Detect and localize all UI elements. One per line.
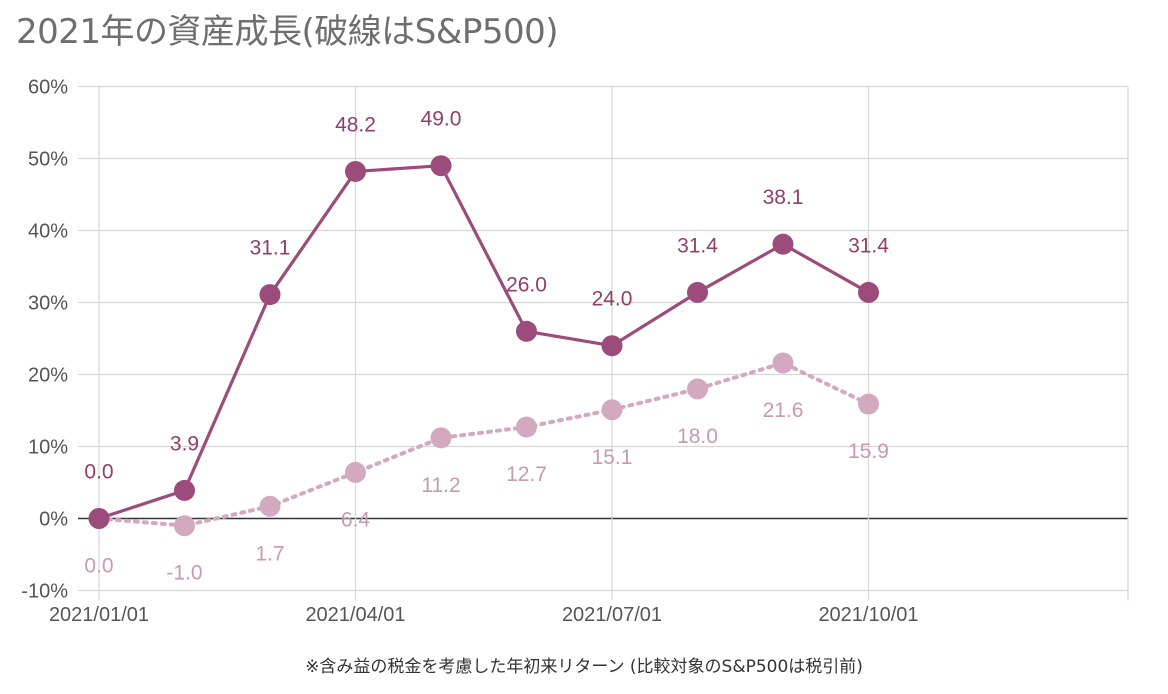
sp500-point <box>259 495 281 517</box>
portfolio-data-label: 24.0 <box>592 288 633 311</box>
y-tick-label: 30% <box>28 293 68 315</box>
portfolio-data-label: 31.4 <box>848 234 889 257</box>
chart-title: 2021年の資産成長(破線はS&P500) <box>16 12 559 52</box>
sp500-data-label: 11.2 <box>421 474 460 497</box>
y-tick-label: -10% <box>21 581 68 603</box>
portfolio-point <box>687 281 708 303</box>
y-tick-label: 20% <box>28 365 68 387</box>
x-tick-label: 2021/07/01 <box>562 604 662 626</box>
x-tick-label: 2021/01/01 <box>49 604 149 626</box>
y-tick-label: 50% <box>28 149 68 171</box>
sp500-point <box>174 515 195 537</box>
portfolio-point <box>430 155 452 177</box>
portfolio-data-label: 38.1 <box>763 186 804 209</box>
y-tick-label: 0% <box>39 509 68 531</box>
y-tick-label: 40% <box>28 221 68 243</box>
portfolio-data-label: 0.0 <box>84 461 113 484</box>
portfolio-point <box>259 284 281 306</box>
portfolio-point <box>601 335 623 357</box>
x-tick-label: 2021/04/01 <box>305 604 405 626</box>
sp500-data-label: 6.4 <box>341 508 371 531</box>
portfolio-point <box>174 479 195 501</box>
footnote: ※含み益の税金を考慮した年初来リターン (比較対象のS&P500は税引前) <box>305 657 863 677</box>
sp500-data-label: 18.0 <box>677 425 718 448</box>
portfolio-data-label: 48.2 <box>335 113 376 136</box>
sp500-data-label: 12.7 <box>506 463 547 486</box>
portfolio-data-label: 31.1 <box>250 237 291 260</box>
portfolio-data-label: 31.4 <box>677 234 718 257</box>
sp500-point <box>601 399 623 421</box>
portfolio-data-label: 3.9 <box>170 432 199 455</box>
sp500-point <box>772 352 794 374</box>
portfolio-data-label: 49.0 <box>421 108 462 131</box>
sp500-line <box>97 360 871 528</box>
axis-labels: 60% 50% 40% 30% 20% 10% 0% -10%2021/01/01 2021/0… <box>21 77 918 627</box>
sp500-point <box>858 393 879 415</box>
sp500-point <box>345 461 366 483</box>
portfolio-point <box>516 320 537 342</box>
y-tick-label: 10% <box>28 437 68 459</box>
sp500-point <box>430 427 452 449</box>
portfolio-point <box>772 233 794 255</box>
sp500-point <box>687 378 708 400</box>
sp500-data-label: 0.0 <box>84 555 113 578</box>
x-tick-label: 2021/10/01 <box>818 604 918 626</box>
sp500-point <box>516 416 537 438</box>
sp500-data-label: -1.0 <box>166 562 202 585</box>
portfolio-point <box>88 508 110 529</box>
y-tick-label: 60% <box>28 77 68 99</box>
portfolio-point <box>858 281 879 303</box>
series-lines <box>88 155 879 537</box>
data-labels: 0.0 3.9 31.1 48.2 49.0 26.0 24.0 31.4 38.1 31.4 0.… <box>84 108 889 585</box>
portfolio-point <box>345 160 366 182</box>
portfolio-line <box>98 164 870 521</box>
sp500-data-label: 21.6 <box>763 399 804 422</box>
sp500-data-label: 15.1 <box>592 446 633 469</box>
portfolio-data-label: 26.0 <box>506 273 547 296</box>
sp500-data-label: 15.9 <box>848 440 889 463</box>
sp500-data-label: 1.7 <box>255 542 284 565</box>
